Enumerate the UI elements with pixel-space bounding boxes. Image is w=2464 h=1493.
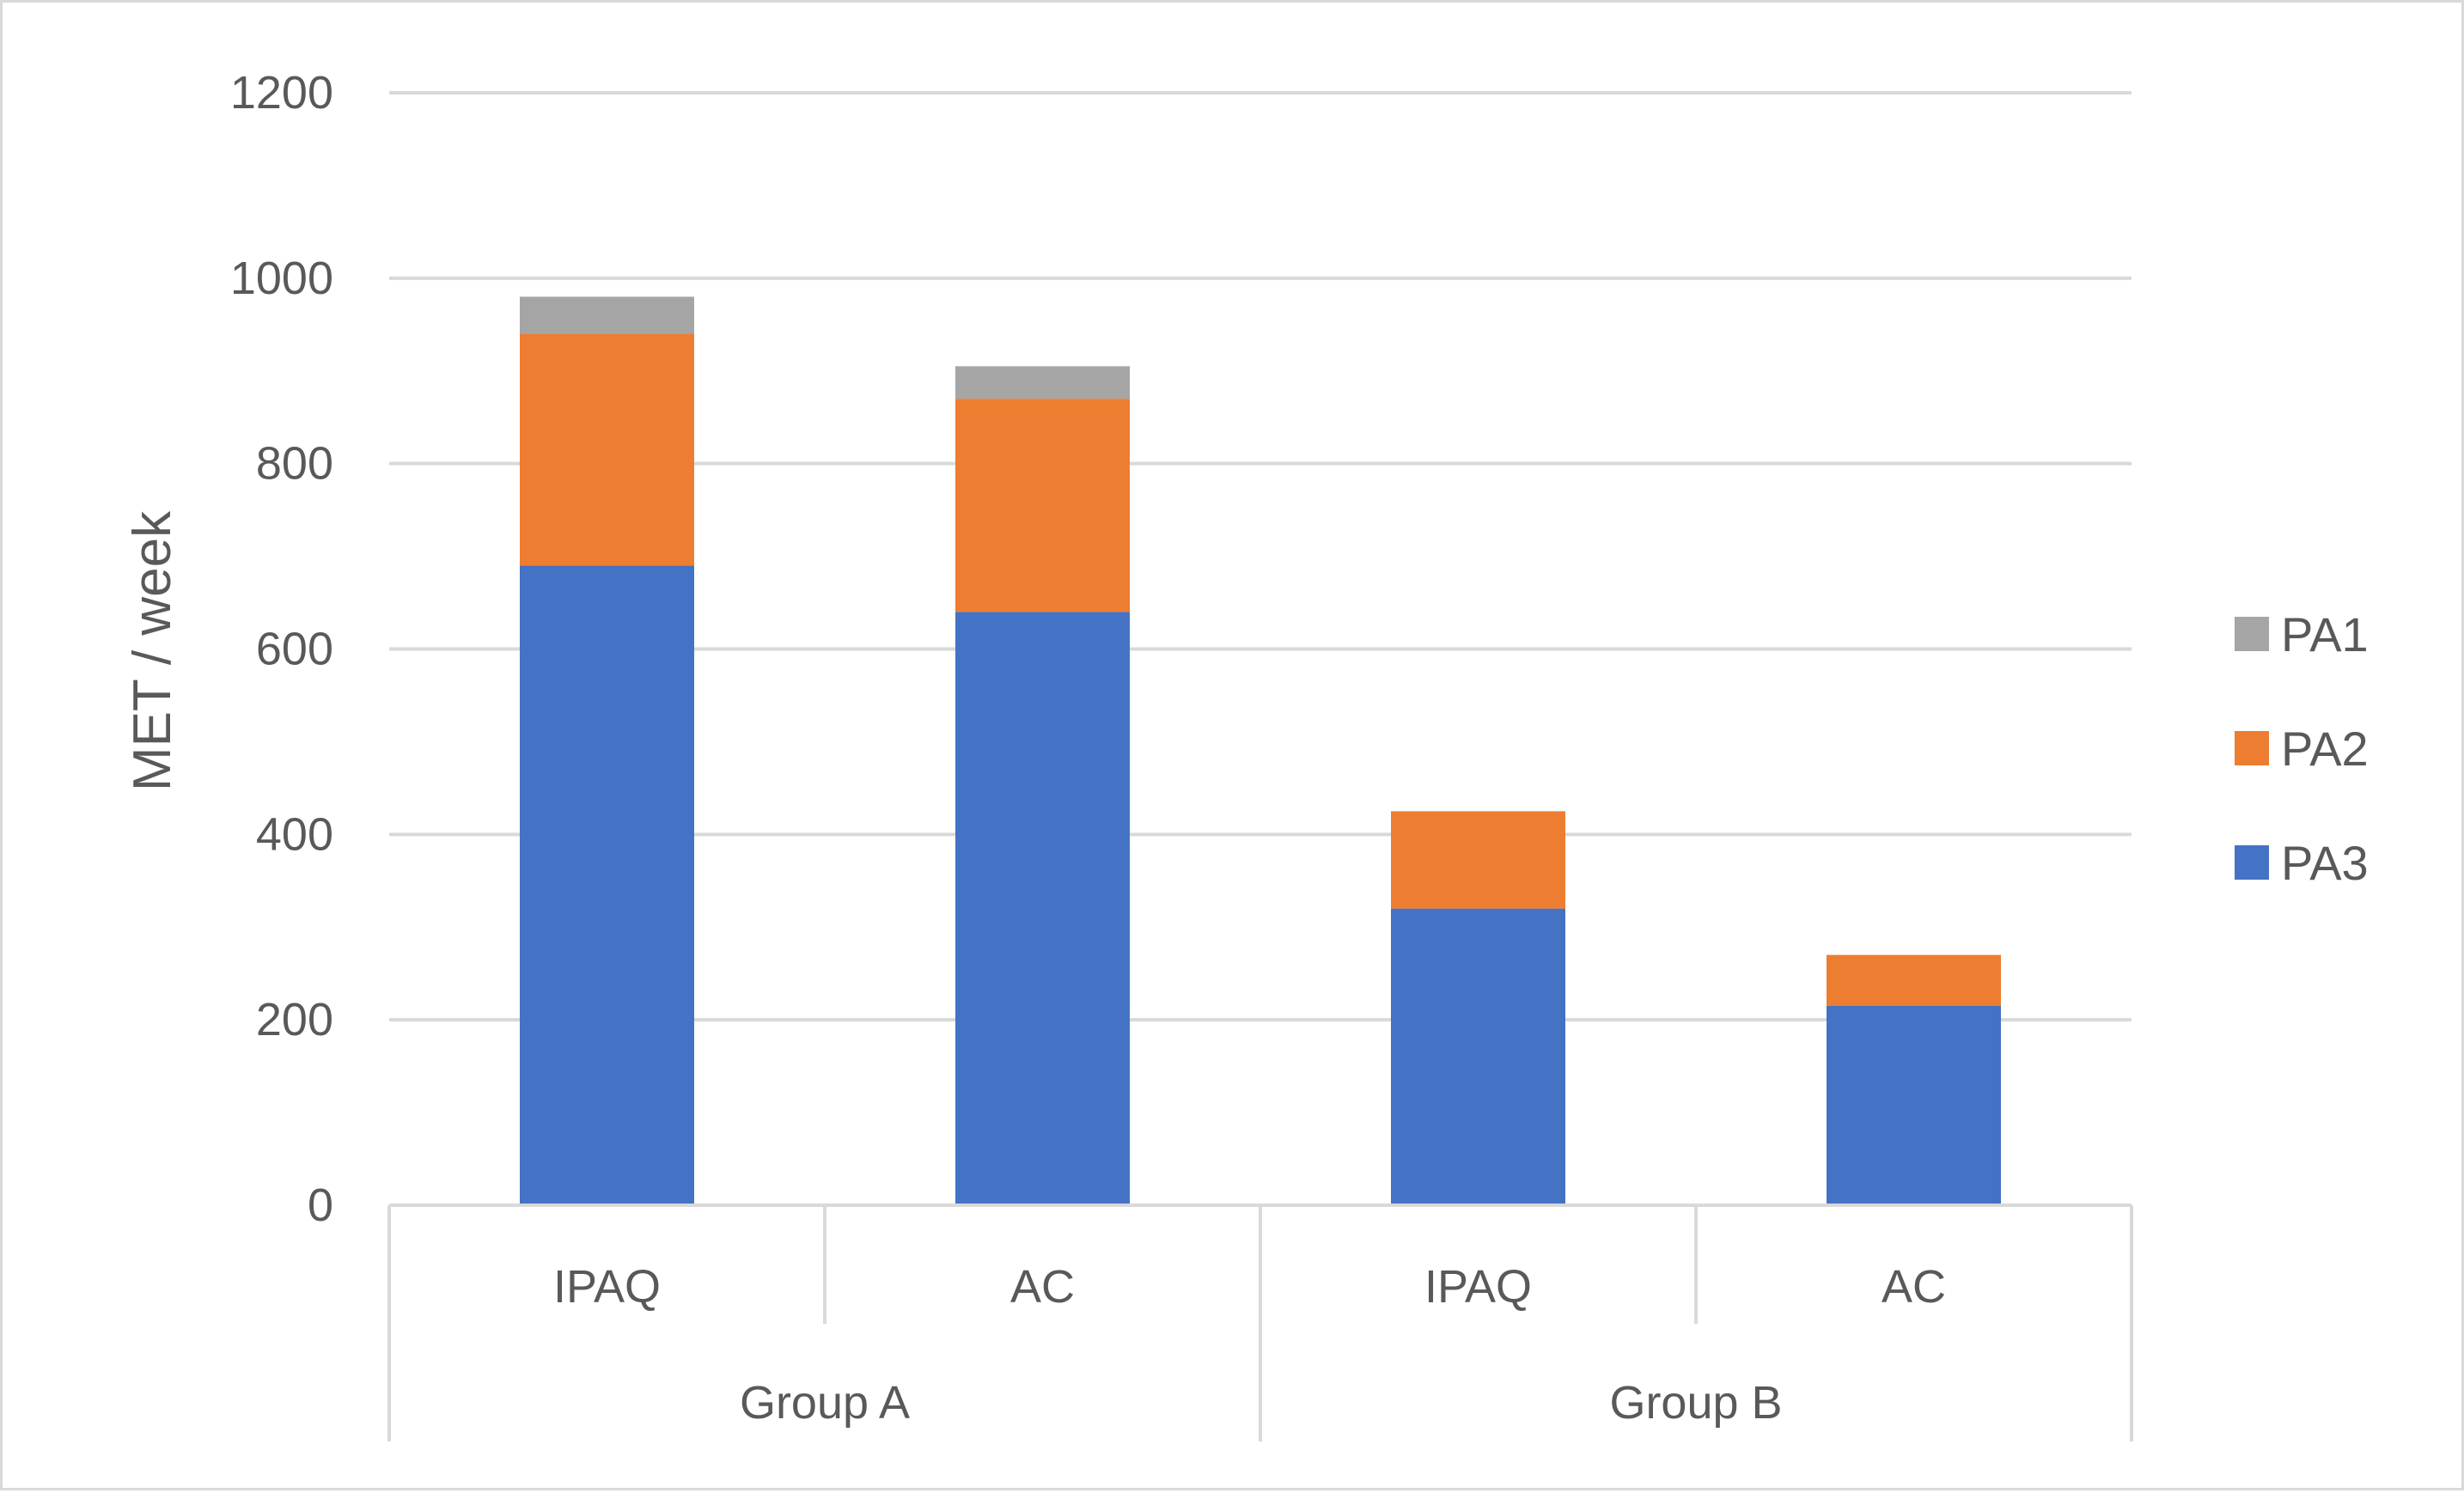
y-tick-label: 0	[308, 1179, 333, 1231]
bar-segment-pa3	[955, 612, 1130, 1205]
legend: PA1 PA2 PA3	[2235, 607, 2369, 890]
y-tick-label: 1200	[230, 67, 333, 119]
stacked-bar-chart: 0 200 400 600 800 1000 1200 Group A Group B IPAQ A…	[123, 67, 2369, 1441]
bar-segment-pa2	[520, 333, 694, 566]
y-tick-label: 800	[256, 438, 333, 490]
bar-segment-pa1	[520, 296, 694, 334]
x-group-label: Group B	[1609, 1377, 1782, 1429]
bar-segment-pa2	[1827, 954, 2001, 1006]
legend-swatch-pa2	[2235, 731, 2269, 765]
legend-swatch-pa1	[2235, 617, 2269, 651]
x-tick-label: AC	[1882, 1261, 1946, 1313]
legend-label-pa3: PA3	[2281, 836, 2369, 890]
bar-segment-pa2	[1391, 811, 1565, 909]
y-tick-label: 400	[256, 808, 333, 860]
legend-label-pa1: PA1	[2281, 607, 2369, 661]
y-axis-title: MET / week	[123, 510, 182, 791]
x-tick-label: IPAQ	[553, 1261, 661, 1313]
bar-segment-pa3	[1391, 908, 1565, 1205]
legend-label-pa2: PA2	[2281, 722, 2369, 776]
axes	[387, 1204, 2133, 1441]
bar-segment-pa2	[955, 399, 1130, 612]
bar-segment-pa3	[520, 565, 694, 1205]
legend-swatch-pa3	[2235, 845, 2269, 880]
y-tick-label: 1000	[230, 253, 333, 304]
x-tick-label: IPAQ	[1424, 1261, 1532, 1313]
bars	[520, 296, 2001, 1205]
labels: 0 200 400 600 800 1000 1200 Group A Group B IPAQ A…	[230, 67, 1946, 1429]
x-group-label: Group A	[740, 1377, 910, 1429]
bar-segment-pa3	[1827, 1005, 2001, 1205]
x-tick-label: AC	[1010, 1261, 1075, 1313]
y-tick-label: 600	[256, 624, 333, 675]
y-tick-label: 200	[256, 994, 333, 1045]
bar-segment-pa1	[955, 366, 1130, 399]
